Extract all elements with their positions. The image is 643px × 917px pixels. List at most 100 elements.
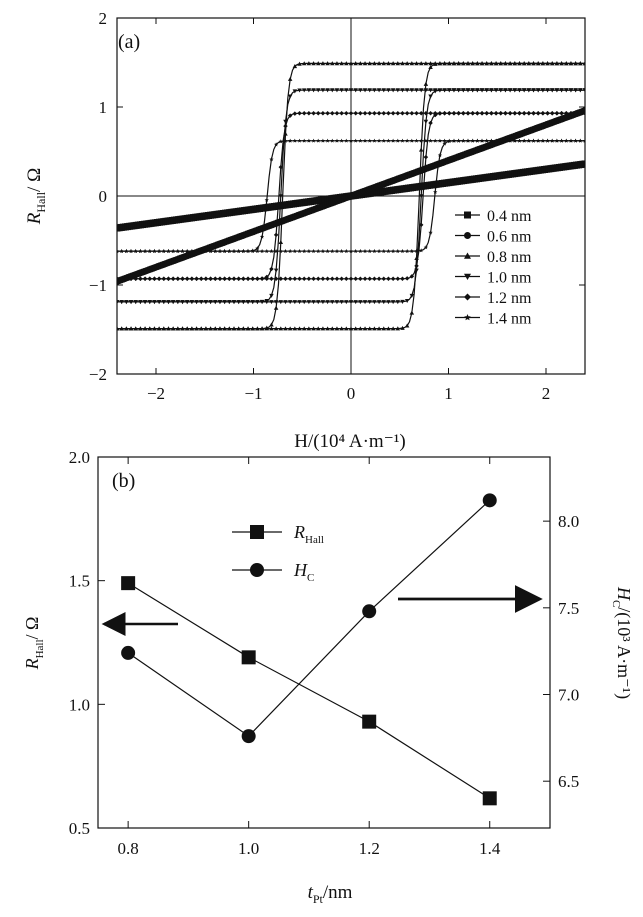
data-point [189, 300, 195, 305]
data-point [157, 248, 162, 253]
data-point [301, 326, 307, 331]
data-point [166, 276, 171, 282]
data-point [213, 248, 218, 253]
data-point [334, 300, 340, 305]
data-point [264, 325, 270, 330]
data-point [119, 248, 124, 253]
data-point [269, 157, 274, 162]
x-tick-label: −2 [147, 384, 165, 403]
data-point [152, 300, 157, 305]
data-point [199, 248, 204, 253]
panel-a-label: (a) [118, 31, 140, 53]
data-point [423, 110, 429, 116]
data-point [213, 300, 218, 305]
data-point [161, 300, 167, 305]
data-point [381, 276, 387, 282]
data-point [395, 326, 401, 331]
data-point [278, 139, 283, 144]
data-point [161, 248, 166, 253]
data-point [292, 138, 297, 143]
data-point [400, 88, 405, 93]
data-point [339, 248, 344, 253]
data-point [428, 61, 433, 66]
data-point [456, 138, 461, 143]
data-point [381, 248, 386, 253]
data-point [559, 88, 564, 93]
data-point [217, 276, 223, 282]
data-point [503, 88, 508, 93]
data-point [241, 300, 246, 305]
panel-b-axes: 0.8 1.0 1.2 1.4 0.5 1.0 1.5 2.0 6.5 7.0 7.5 8.0 [69, 448, 580, 858]
data-point [489, 110, 494, 116]
data-point [428, 120, 433, 126]
data-point [554, 110, 560, 116]
data-point [306, 88, 312, 93]
data-point [142, 248, 148, 253]
legend-marker [464, 232, 471, 239]
data-point [442, 141, 447, 146]
legend-marker [250, 563, 264, 577]
data-point [381, 138, 386, 143]
data-point [315, 88, 321, 93]
data-point [306, 276, 312, 282]
data-point [222, 276, 227, 282]
data-point [124, 248, 129, 253]
data-point [124, 276, 129, 282]
data-point [334, 276, 340, 282]
data-point [381, 61, 387, 66]
data-point [269, 300, 274, 305]
data-point [507, 61, 513, 66]
data-point [175, 326, 181, 331]
data-point [259, 276, 265, 281]
data-point [255, 300, 260, 305]
panel-b-label: (b) [112, 470, 135, 492]
data-point [194, 276, 199, 282]
data-point [470, 88, 475, 93]
data-point [409, 110, 415, 116]
data-point [344, 61, 349, 66]
data-point [353, 248, 358, 253]
data-point [376, 300, 382, 305]
data-point [273, 268, 279, 273]
data-point [451, 61, 457, 66]
data-point [507, 110, 513, 116]
data-point [517, 138, 522, 143]
series-line [127, 582, 491, 799]
data-point [147, 248, 152, 253]
data-point [493, 61, 499, 66]
data-point [119, 276, 124, 282]
data-point [245, 248, 251, 253]
data-point [217, 300, 223, 305]
data-point [170, 300, 176, 305]
data-point [578, 110, 583, 116]
data-point [409, 274, 415, 279]
data-point [320, 276, 326, 282]
data-point [241, 276, 246, 282]
data-point [320, 110, 326, 116]
data-point [381, 300, 387, 305]
data-point [236, 276, 241, 282]
data-point [475, 61, 480, 66]
data-point [344, 138, 349, 143]
data-point [442, 61, 447, 66]
data-point [348, 138, 354, 143]
data-point [241, 729, 256, 744]
data-point [203, 326, 209, 331]
data-point [391, 248, 396, 253]
data-point [222, 326, 227, 331]
data-point [442, 110, 447, 116]
data-point [517, 88, 522, 93]
data-point [414, 248, 419, 253]
data-point [334, 326, 340, 331]
data-point [273, 276, 279, 282]
data-point [362, 326, 368, 331]
series-1.0-nm [117, 88, 585, 305]
data-point [330, 138, 335, 143]
data-point [198, 300, 204, 305]
data-point [119, 326, 124, 331]
data-point [138, 326, 143, 331]
data-point [498, 61, 504, 66]
data-point [423, 138, 428, 143]
data-point [582, 110, 585, 116]
data-point [550, 138, 555, 143]
